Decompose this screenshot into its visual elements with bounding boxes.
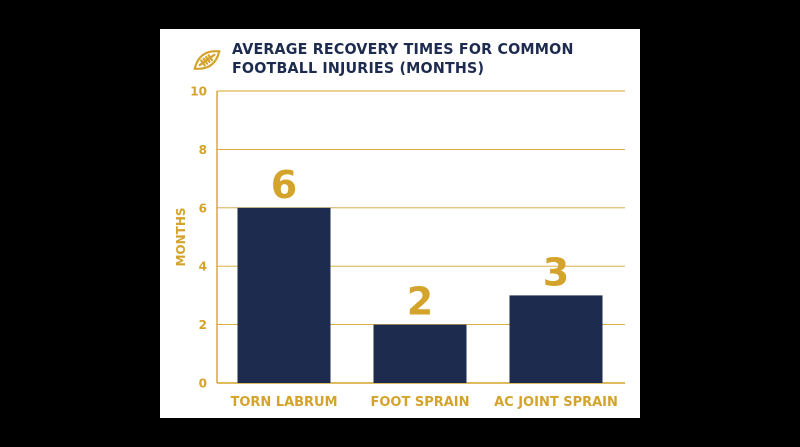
data-label: 6	[271, 163, 297, 207]
bar-chart: 0 2 4 6 8 10 MONTHS 6 TORN LABRUM 2 FOOT SPRAIN 3 AC…	[174, 85, 625, 410]
data-label: 3	[543, 250, 569, 294]
y-tick-label: 4	[199, 260, 207, 274]
y-tick-label: 2	[199, 318, 207, 332]
y-tick-label: 6	[199, 201, 207, 215]
chart-card: AVERAGE RECOVERY TIMES FOR COMMON FOOTBA…	[160, 29, 640, 418]
y-tick-label: 10	[190, 85, 207, 99]
x-tick-label: FOOT SPRAIN	[370, 395, 469, 410]
y-axis-title: MONTHS	[174, 207, 188, 266]
bar	[373, 324, 467, 383]
bar	[509, 295, 603, 383]
football-icon	[190, 43, 224, 81]
x-tick-label: AC JOINT SPRAIN	[494, 395, 618, 410]
x-tick-label: TORN LABRUM	[230, 395, 337, 410]
y-tick-label: 8	[199, 143, 207, 157]
bar	[237, 207, 331, 383]
chart-title: AVERAGE RECOVERY TIMES FOR COMMON FOOTBA…	[232, 40, 574, 77]
y-tick-label: 0	[199, 377, 207, 391]
data-label: 2	[407, 280, 433, 324]
